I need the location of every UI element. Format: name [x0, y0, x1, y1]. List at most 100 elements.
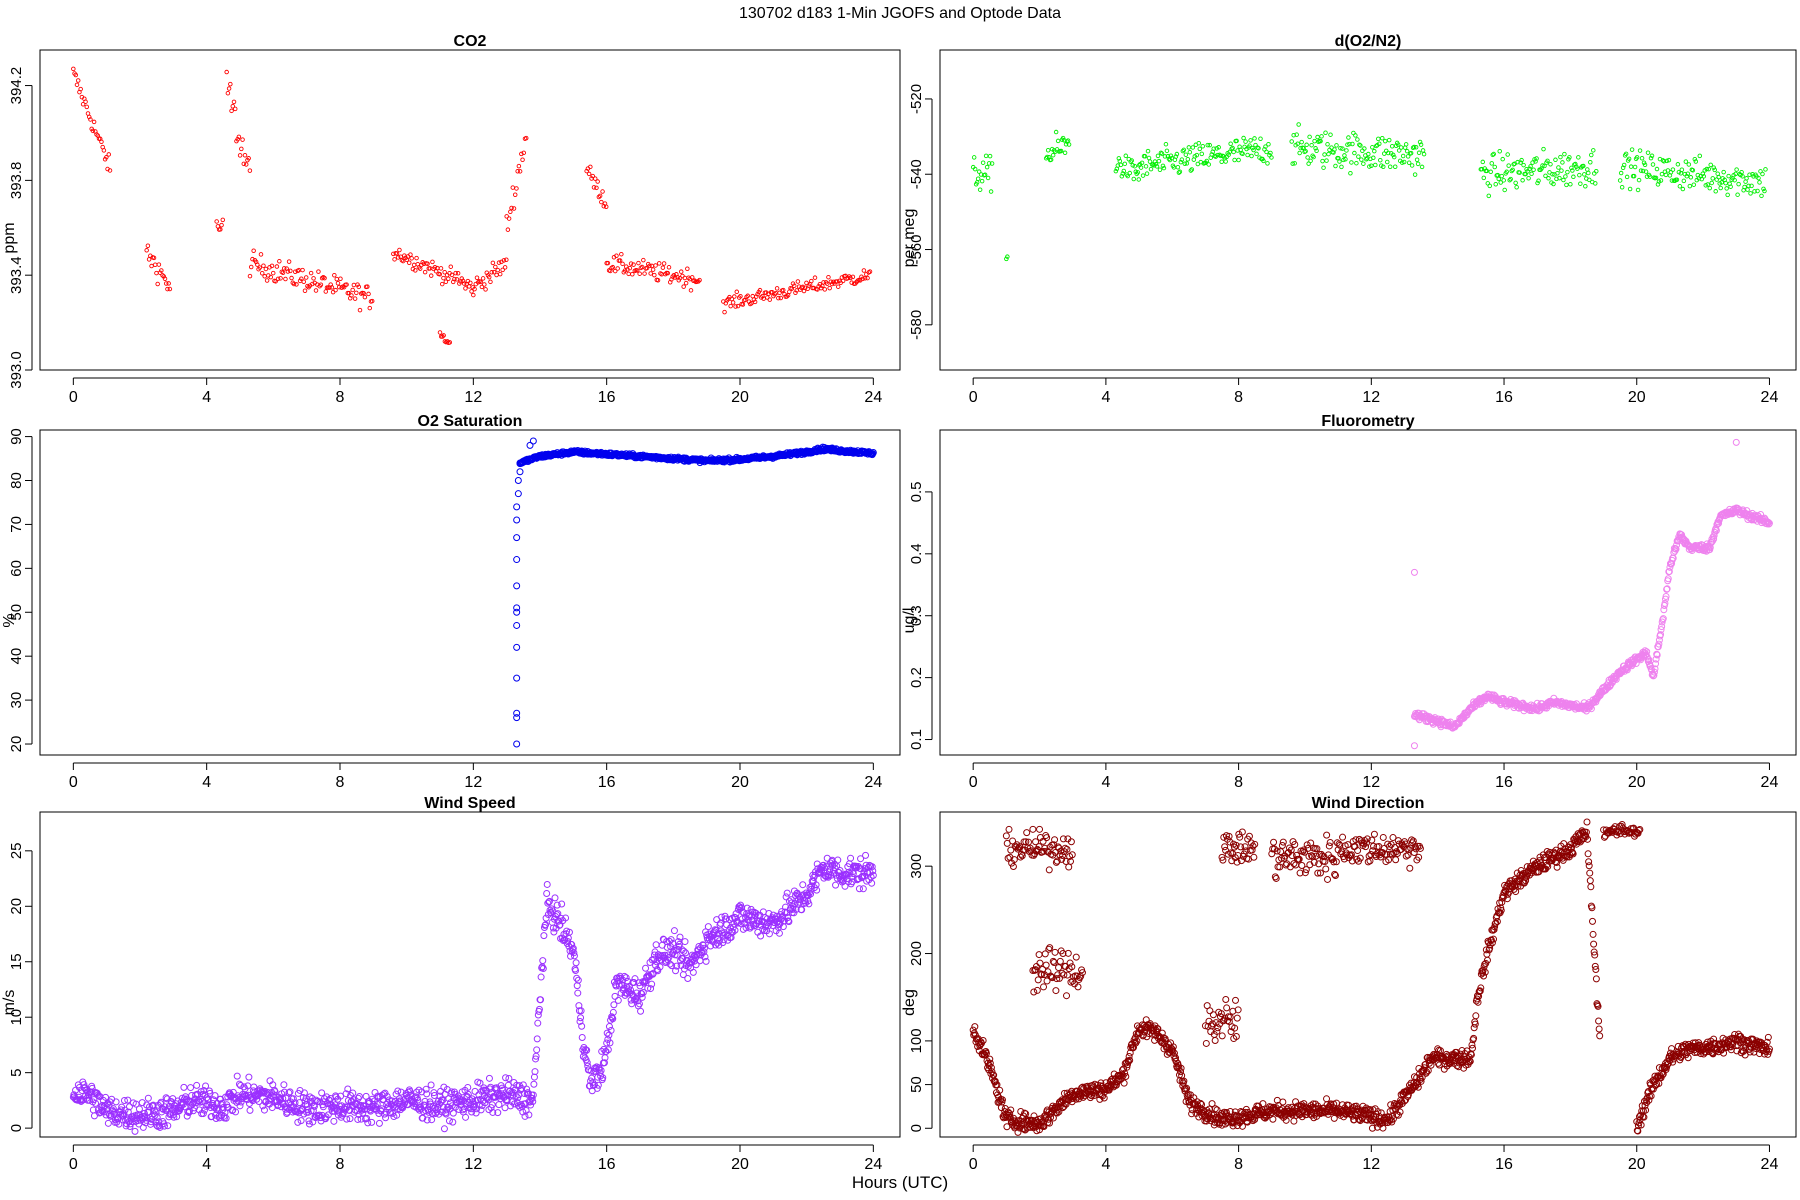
windspeed-point	[868, 879, 876, 887]
winddir-y-tick-label: 100	[908, 1028, 925, 1053]
o2n2-point	[1256, 145, 1261, 151]
winddir-point	[1282, 1116, 1290, 1124]
fluor-point	[1659, 615, 1667, 623]
o2n2-point	[1490, 152, 1496, 158]
windspeed-point	[364, 1119, 372, 1127]
o2n2-point	[1540, 163, 1545, 168]
o2n2-point	[1161, 165, 1167, 171]
o2n2-point	[1649, 153, 1655, 159]
o2n2-point	[985, 175, 991, 181]
o2n2-point	[1507, 177, 1512, 183]
winddir-point	[1188, 1110, 1196, 1118]
windspeed-point	[572, 967, 580, 975]
o2n2-point	[1311, 154, 1316, 160]
windspeed-point	[553, 911, 561, 919]
co2-point	[329, 285, 335, 290]
winddir-point	[1292, 1098, 1300, 1106]
o2n2-point	[1688, 175, 1694, 180]
co2-point	[308, 270, 314, 276]
co2-point	[288, 268, 293, 274]
winddir-point	[986, 1059, 994, 1067]
co2-point	[214, 219, 219, 224]
o2n2-point	[1551, 181, 1556, 187]
windspeed-point	[153, 1114, 161, 1122]
windspeed-plot-frame	[39, 811, 901, 1138]
winddir-point	[1122, 1073, 1130, 1081]
co2-point	[334, 276, 340, 282]
co2-point	[322, 275, 327, 281]
o2n2-point	[1173, 154, 1179, 159]
co2-point	[653, 263, 658, 268]
windspeed-point	[255, 1097, 263, 1105]
windspeed-point	[652, 941, 660, 949]
windspeed-point	[657, 952, 665, 960]
windspeed-point	[260, 1089, 268, 1097]
o2n2-point	[1154, 164, 1160, 169]
o2n2-point	[1718, 185, 1723, 191]
windspeed-point	[514, 1094, 522, 1102]
o2n2-point	[1521, 162, 1526, 168]
windspeed-point	[667, 936, 675, 944]
o2n2-point	[1189, 167, 1195, 172]
windspeed-point	[499, 1086, 507, 1094]
co2-point	[83, 99, 88, 104]
o2n2-point	[1062, 150, 1068, 156]
o2n2-point	[1355, 137, 1360, 142]
windspeed-point	[553, 901, 561, 909]
o2n2-point	[1398, 145, 1404, 150]
co2-point	[862, 276, 868, 281]
o2n2-point	[977, 187, 983, 192]
fluor-x-axis: 0 4 8 12 16 20 24	[969, 762, 1779, 791]
co2-point	[738, 293, 743, 299]
co2-point	[681, 284, 686, 289]
o2n2-point	[1550, 171, 1555, 177]
fluor-point	[1661, 599, 1669, 607]
windspeed-point	[527, 1101, 535, 1109]
windspeed-point	[680, 947, 688, 955]
o2n2-point	[1121, 168, 1127, 174]
windspeed-point	[104, 1119, 112, 1127]
o2n2-point	[1139, 160, 1145, 166]
co2-point	[144, 248, 149, 253]
winddir-x-tick-label: 8	[1234, 1156, 1243, 1173]
windspeed-point	[682, 949, 690, 957]
windspeed-point	[578, 1022, 586, 1030]
co2-point	[591, 185, 597, 190]
windspeed-point	[202, 1082, 210, 1090]
windspeed-y-tick-label: 0	[8, 1124, 25, 1132]
co2-point	[483, 287, 488, 292]
co2-point	[226, 86, 232, 91]
o2n2-point	[1519, 157, 1524, 163]
co2-point	[230, 103, 236, 109]
windspeed-point	[729, 928, 737, 936]
winddir-point	[1125, 1052, 1133, 1060]
fluor-x-tick-label: 24	[1761, 774, 1779, 791]
o2n2-point	[1708, 162, 1713, 168]
winddir-point	[986, 1055, 994, 1063]
o2n2-point	[1318, 138, 1323, 144]
o2n2-point	[1119, 173, 1125, 179]
o2n2-point	[1583, 183, 1588, 189]
windspeed-point	[765, 930, 773, 938]
co2-point	[430, 259, 435, 265]
winddir-point	[1121, 1069, 1129, 1077]
fluor-point	[1641, 647, 1649, 655]
windspeed-point	[574, 976, 582, 984]
windspeed-point	[215, 1114, 223, 1122]
o2n2-point	[1138, 165, 1144, 170]
o2n2-point	[1184, 161, 1190, 166]
o2sat-y-tick-label: 40	[8, 648, 25, 665]
windspeed-point	[785, 897, 793, 905]
o2sat-panel: O2 Saturation%0 4 8 12 16 20 24203040506070809…	[1, 413, 901, 791]
winddir-point	[996, 1086, 1004, 1094]
winddir-point	[1180, 1077, 1188, 1085]
windspeed-point	[572, 959, 580, 967]
co2-point	[751, 297, 757, 302]
co2-point	[432, 265, 438, 270]
co2-point	[755, 292, 760, 297]
o2n2-ylabel: per meg	[901, 209, 918, 268]
co2-point	[479, 284, 485, 290]
o2n2-point	[1178, 159, 1184, 165]
